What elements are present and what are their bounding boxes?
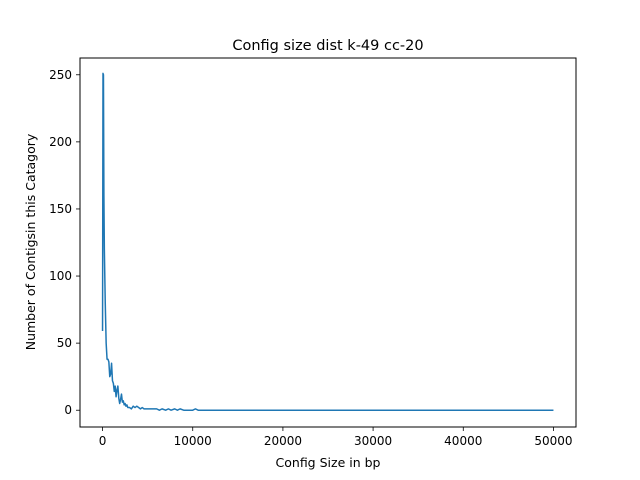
y-tick-label: 200 xyxy=(49,135,72,149)
x-axis: 0 10000 20000 30000 40000 50000 xyxy=(99,427,573,448)
x-tick-label: 30000 xyxy=(354,434,392,448)
x-tick-label: 10000 xyxy=(174,434,212,448)
plot-area xyxy=(101,72,554,411)
plot-frame xyxy=(79,57,577,428)
x-tick-label: 0 xyxy=(99,434,107,448)
chart-title: Config size dist k-49 cc-20 xyxy=(232,38,423,54)
y-tick-label: 150 xyxy=(49,202,72,216)
series-line-1 xyxy=(101,72,554,411)
y-tick-label: 50 xyxy=(57,336,72,350)
y-axis-label: Number of Contigsin this Catagory xyxy=(23,133,38,350)
y-tick-label: 100 xyxy=(49,269,72,283)
x-tick-label: 20000 xyxy=(264,434,302,448)
y-axis: 0 50 100 150 200 250 xyxy=(49,68,80,417)
y-tick-label: 250 xyxy=(49,68,72,82)
x-tick-label: 40000 xyxy=(444,434,482,448)
y-tick-label: 0 xyxy=(64,403,72,417)
x-axis-label: Config Size in bp xyxy=(276,455,381,470)
x-tick-label: 50000 xyxy=(534,434,572,448)
